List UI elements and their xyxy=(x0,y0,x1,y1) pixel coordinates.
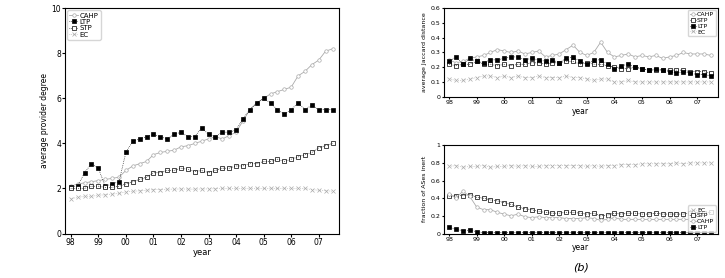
Legend: CAHP, STP, LTP, EC: CAHP, STP, LTP, EC xyxy=(687,10,716,36)
X-axis label: year: year xyxy=(572,243,589,252)
Y-axis label: average Jaccard distance: average Jaccard distance xyxy=(423,13,428,92)
Text: (b): (b) xyxy=(573,263,589,273)
Legend: CAHP, LTP, STP, EC: CAHP, LTP, STP, EC xyxy=(67,10,101,40)
Y-axis label: fraction of ASes inert: fraction of ASes inert xyxy=(423,156,428,222)
X-axis label: year: year xyxy=(193,248,212,257)
Legend: EC, STP, CAHP, LTP: EC, STP, CAHP, LTP xyxy=(687,205,716,232)
Y-axis label: average provider degree: average provider degree xyxy=(40,73,49,168)
X-axis label: year: year xyxy=(572,106,589,115)
